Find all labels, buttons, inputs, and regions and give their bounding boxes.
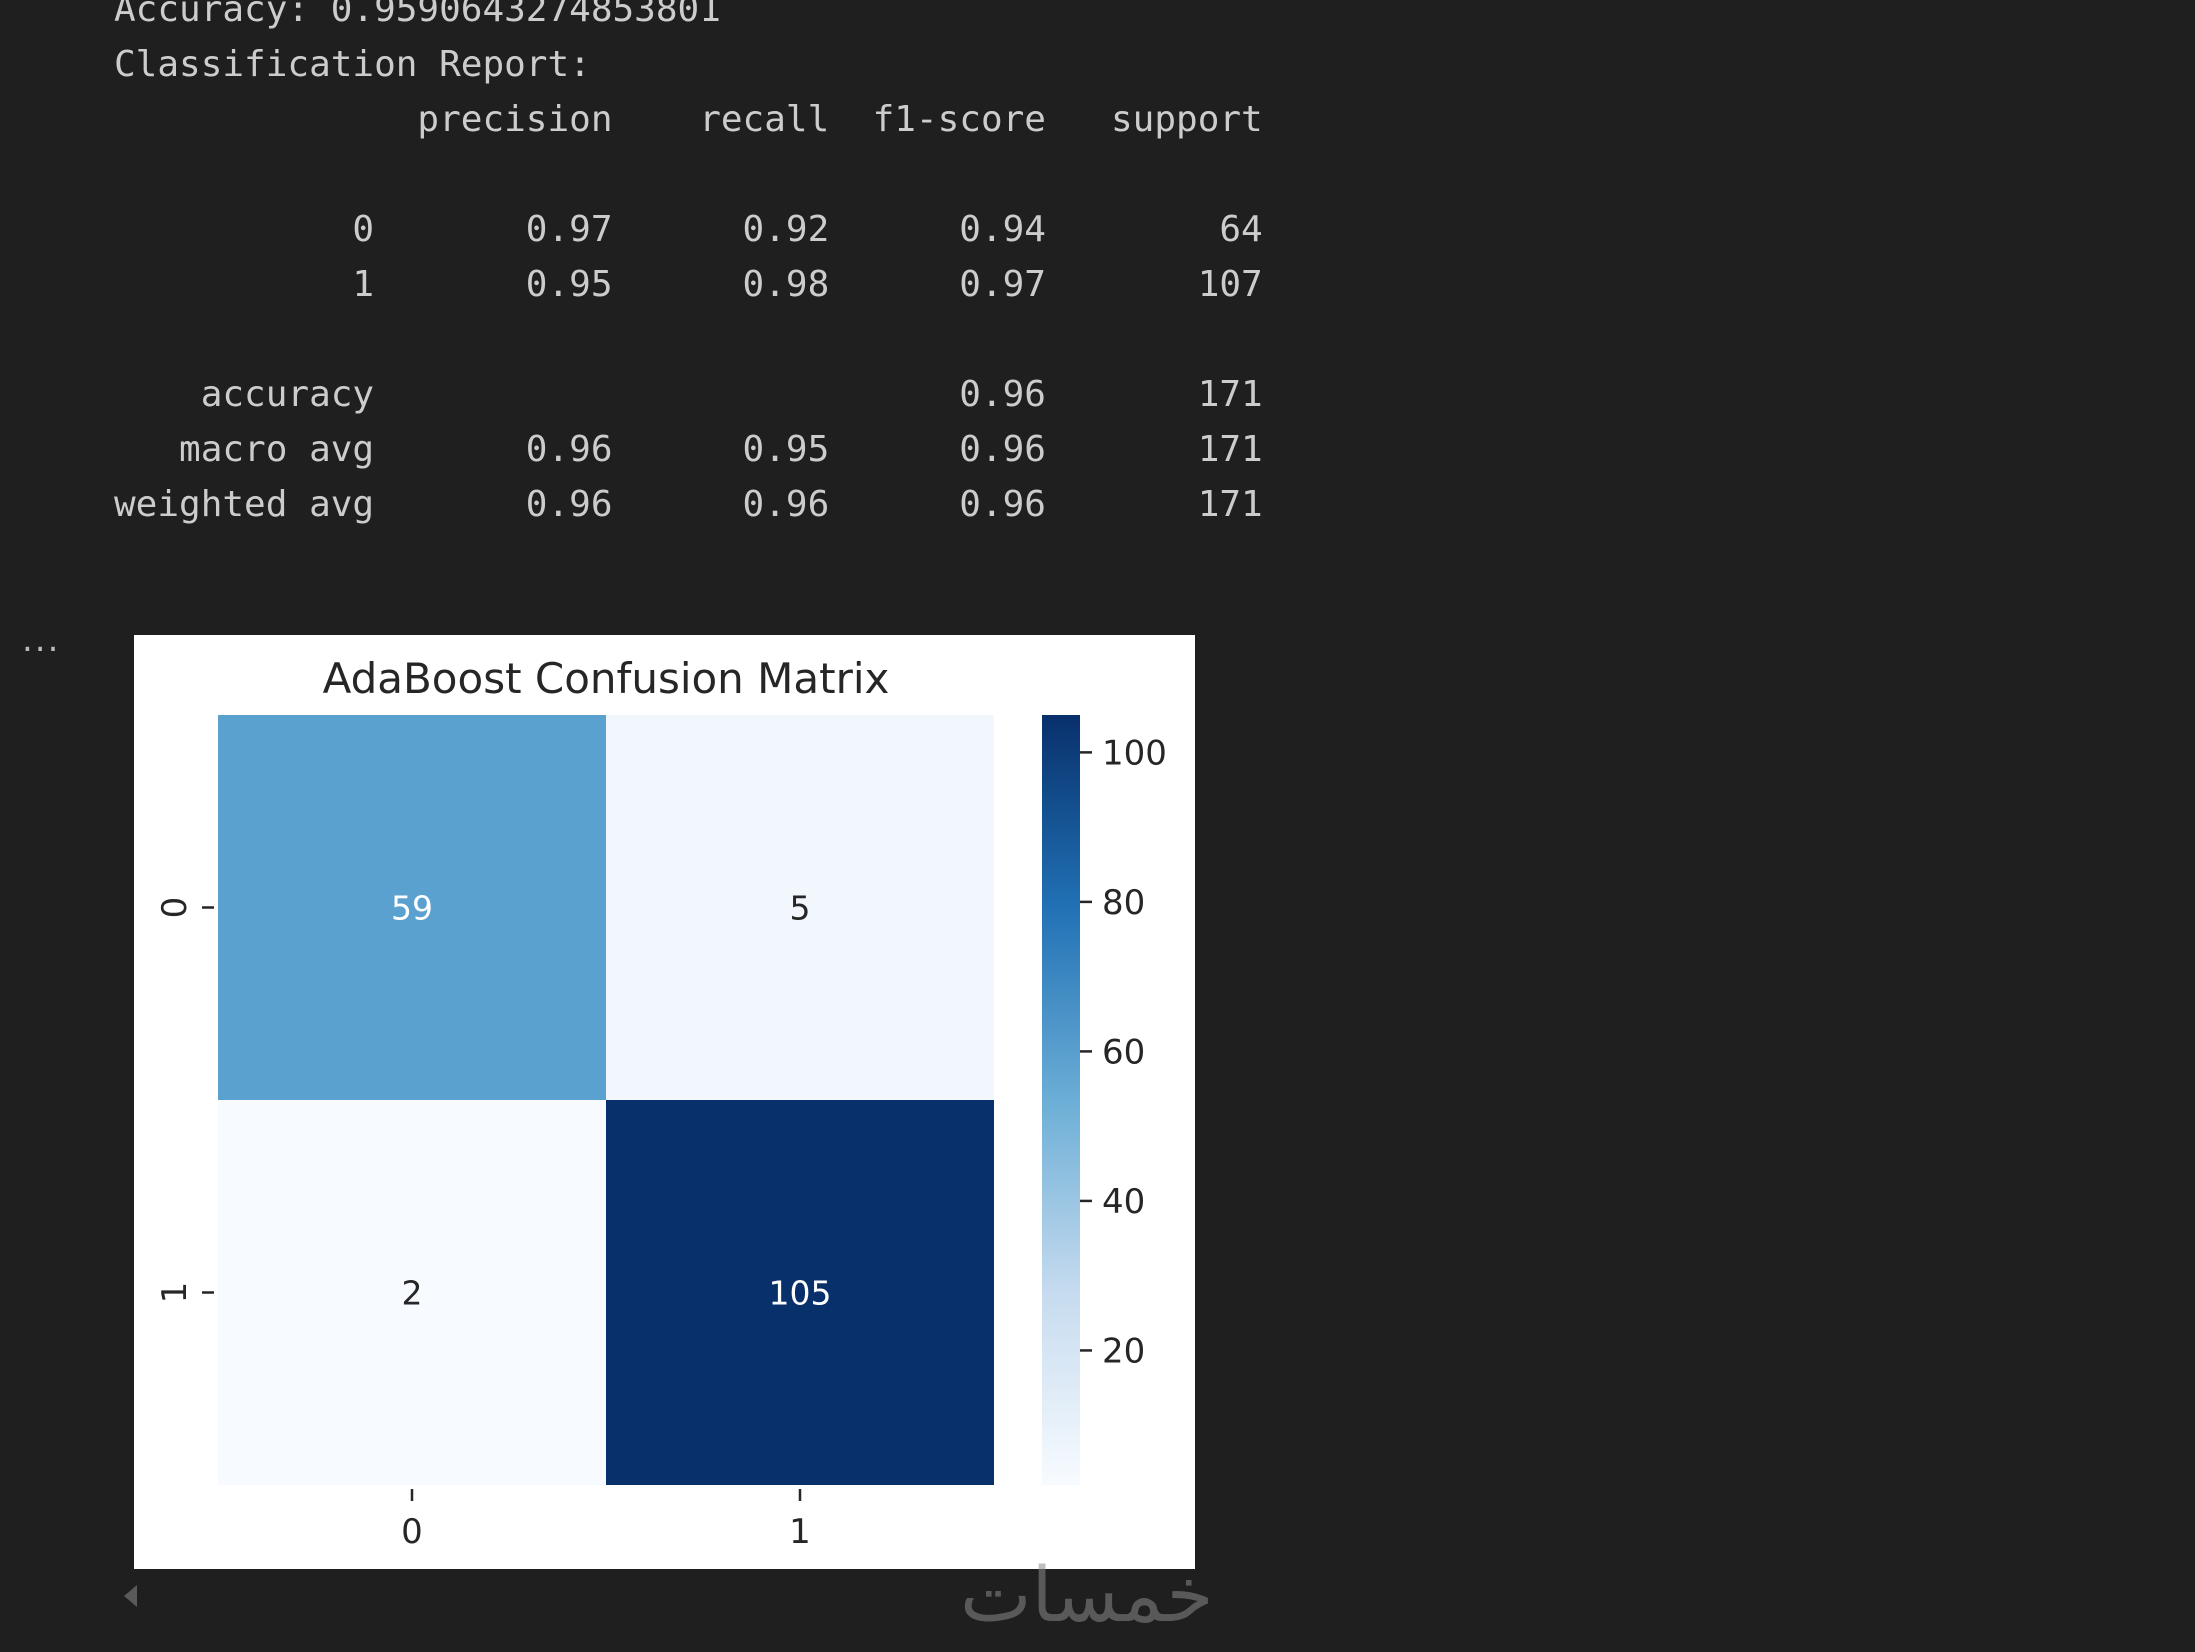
- cell-value-label: 2: [402, 1274, 423, 1313]
- watermark-logo: خمسات: [960, 1550, 1214, 1639]
- output-line: Classification Report:: [114, 44, 591, 85]
- chart-title: AdaBoost Confusion Matrix: [323, 654, 890, 703]
- x-tick-label: 1: [789, 1512, 811, 1552]
- output-line: macro avg 0.96 0.95 0.96 171: [114, 429, 1263, 470]
- heatmap-chart: AdaBoost Confusion Matrix 59 5 2 105 0 1 0 1 20 40…: [155, 654, 1167, 1552]
- heatmap-cell: [218, 1100, 606, 1485]
- classification-report-output: Accuracy: 0.9590643274853801 Classificati…: [114, 0, 1263, 532]
- output-line: [114, 312, 1263, 367]
- cell-value-label: 105: [769, 1274, 832, 1313]
- colorbar-tick-label: 60: [1102, 1032, 1145, 1072]
- confusion-matrix-figure: AdaBoost Confusion Matrix 59 5 2 105 0 1 0 1 20 40…: [134, 635, 1195, 1569]
- colorbar-tick-label: 80: [1102, 883, 1145, 923]
- y-tick-label: 1: [155, 1282, 195, 1304]
- output-line: weighted avg 0.96 0.96 0.96 171: [114, 484, 1263, 525]
- cell-output-menu-icon[interactable]: ...: [22, 620, 61, 660]
- cell-value-label: 59: [391, 889, 433, 928]
- colorbar-tick-label: 40: [1102, 1182, 1145, 1222]
- cell-value-label: 5: [790, 889, 811, 928]
- x-tick-label: 0: [401, 1512, 423, 1552]
- output-line: [114, 147, 1263, 202]
- y-tick-label: 0: [155, 897, 195, 919]
- colorbar: [1042, 715, 1080, 1485]
- heatmap-cell: [606, 715, 994, 1100]
- output-line: 0 0.97 0.92 0.94 64: [114, 209, 1263, 250]
- output-line: Accuracy: 0.9590643274853801: [114, 0, 721, 30]
- heatmap-cell: [218, 715, 606, 1100]
- colorbar-tick-label: 100: [1102, 733, 1167, 773]
- output-line: accuracy 0.96 171: [114, 374, 1263, 415]
- output-line: precision recall f1-score support: [114, 99, 1263, 140]
- heatmap-cell: [606, 1100, 994, 1485]
- colorbar-tick-label: 20: [1102, 1331, 1145, 1371]
- scroll-left-arrow-icon[interactable]: [124, 1585, 137, 1607]
- output-line: 1 0.95 0.98 0.97 107: [114, 264, 1263, 305]
